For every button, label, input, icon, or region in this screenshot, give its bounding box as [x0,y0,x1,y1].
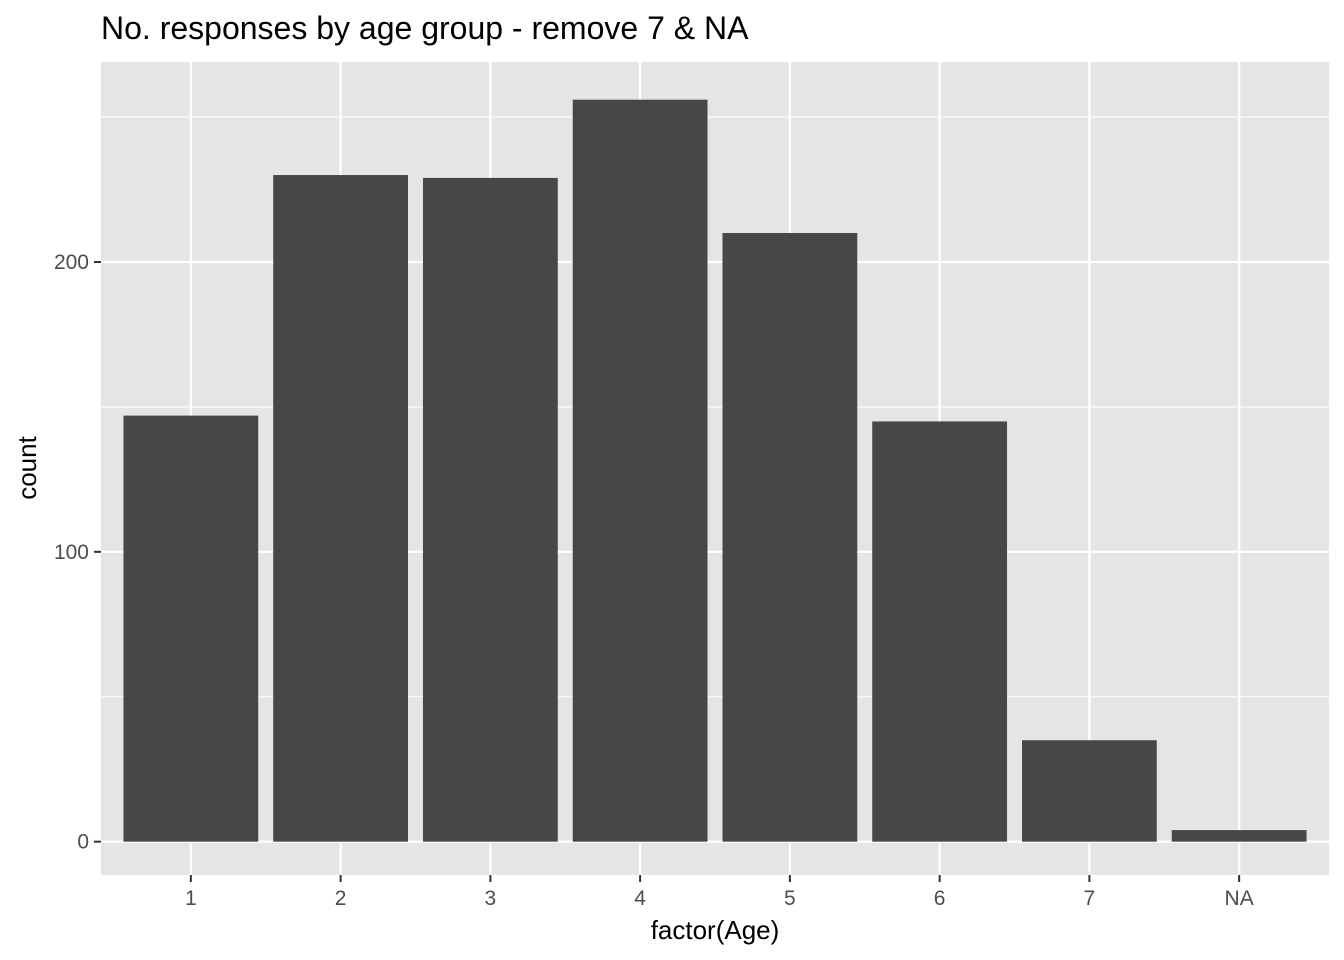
y-tick-label: 200 [54,251,89,274]
bar [422,177,558,842]
bar [872,421,1008,842]
y-tick-label: 0 [77,831,89,854]
x-tick-label: 5 [784,887,796,910]
bar [572,99,708,842]
x-tick-label: NA [1225,887,1254,910]
bar [273,175,408,842]
bar [722,233,858,842]
x-tick-label: 6 [934,887,946,910]
bar [1022,740,1157,842]
bars [123,99,1307,842]
x-tick-label: 7 [1084,887,1096,910]
y-tick-label: 100 [54,541,89,564]
y-axis-title: count [12,435,42,499]
x-tick-label: 3 [485,887,497,910]
y-axis: 0 100 200 [54,251,101,854]
x-tick-label: 1 [185,887,197,910]
x-axis-title: factor(Age) [651,915,780,945]
bar [123,415,259,842]
bar [1171,830,1307,842]
x-tick-label: 4 [634,887,646,910]
x-tick-label: 2 [335,887,347,910]
chart-title: No. responses by age group - remove 7 & … [101,10,749,46]
x-axis: 1 2 3 4 5 6 7 NA [185,875,1254,910]
